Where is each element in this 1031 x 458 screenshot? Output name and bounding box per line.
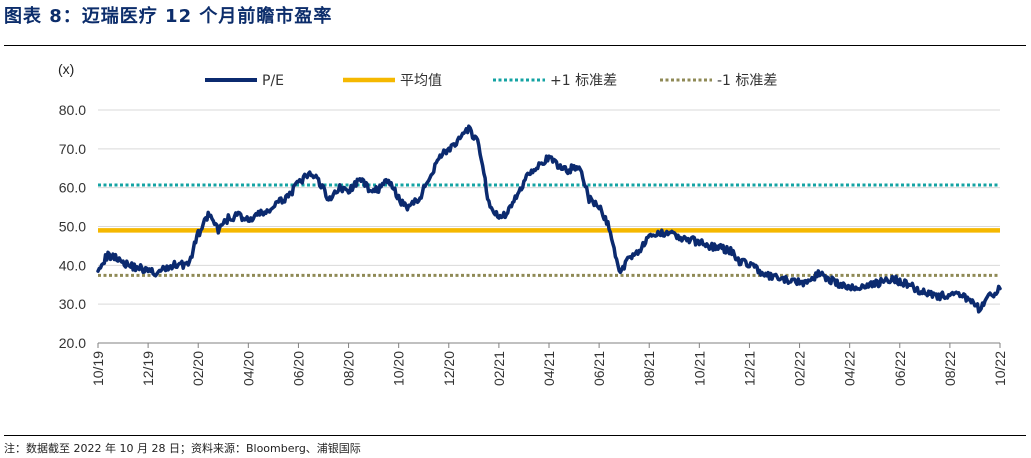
y-axis: 20.0 30.0 40.0 50.0 60.0 70.0 80.0 [59, 102, 86, 351]
legend-label: +1 标准差 [550, 73, 617, 89]
x-tick-label: 12/20 [441, 351, 457, 386]
series [96, 124, 1002, 314]
y-tick-label: 60.0 [59, 180, 86, 196]
y-tick-label: 80.0 [59, 102, 86, 118]
y-tick-label: 20.0 [59, 335, 86, 351]
y-tick-label: 50.0 [59, 219, 86, 235]
figure-title: 图表 8：迈瑞医疗 12 个月前瞻市盈率 [4, 6, 333, 27]
x-tick-label: 06/20 [290, 351, 306, 386]
x-tick-label: 02/21 [491, 351, 507, 386]
legend-label: -1 标准差 [717, 73, 777, 89]
y-tick-label: 30.0 [59, 296, 86, 312]
series-line-pe [96, 124, 1002, 314]
legend-label: 平均值 [400, 73, 442, 89]
title-rule [4, 45, 1026, 46]
footer-rule [4, 435, 1026, 436]
x-tick-label: 10/22 [992, 351, 1008, 386]
x-tick-label: 06/22 [892, 351, 908, 386]
x-tick-label: 06/21 [591, 351, 607, 386]
x-tick-label: 08/20 [341, 351, 357, 386]
pe-chart: 20.0 30.0 40.0 50.0 60.0 70.0 80.0 10/19 12/19 0… [58, 61, 1008, 386]
x-tick-label: 02/20 [190, 351, 206, 386]
y-tick-label: 70.0 [59, 141, 86, 157]
x-tick-label: 04/22 [842, 351, 858, 386]
x-tick-label: 08/22 [942, 351, 958, 386]
y-tick-label: 40.0 [59, 257, 86, 273]
y-unit-label: (x) [58, 61, 74, 77]
x-tick-label: 04/20 [240, 351, 256, 386]
x-tick-label: 10/19 [90, 351, 106, 386]
x-tick-label: 10/20 [391, 351, 407, 386]
legend: P/E 平均值 +1 标准差 -1 标准差 [205, 73, 777, 89]
x-axis: 10/19 12/19 02/20 04/20 06/20 08/20 10/20 12/20… [90, 342, 1008, 386]
footnote: 注：数据截至 2022 年 10 月 28 日；资料来源：Bloomberg、浦… [4, 442, 361, 455]
gridlines [98, 109, 1000, 305]
x-tick-label: 12/19 [140, 351, 156, 386]
x-tick-label: 02/22 [792, 351, 808, 386]
x-tick-label: 10/21 [691, 351, 707, 386]
legend-label: P/E [262, 73, 284, 89]
x-tick-label: 12/21 [741, 351, 757, 386]
x-tick-label: 04/21 [541, 351, 557, 386]
x-tick-label: 08/21 [641, 351, 657, 386]
